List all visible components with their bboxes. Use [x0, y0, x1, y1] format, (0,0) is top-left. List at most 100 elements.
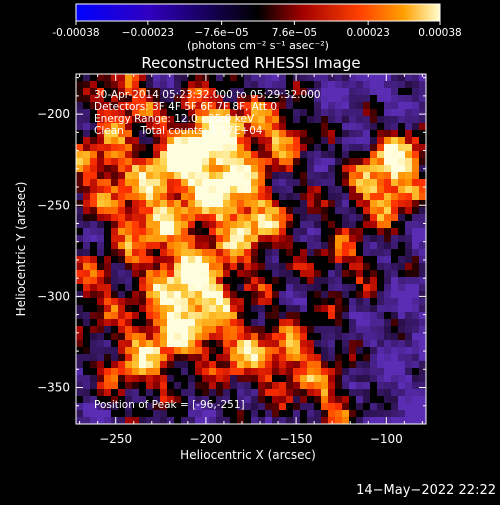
heatmap-cell	[314, 207, 322, 215]
heatmap-cell	[307, 193, 315, 201]
colorbar-tick-label: 0.00023	[346, 27, 389, 39]
heatmap-cell	[384, 123, 392, 131]
heatmap-cell	[391, 123, 399, 131]
heatmap-cell	[328, 81, 336, 89]
heatmap-cell	[125, 319, 133, 327]
heatmap-cell	[216, 249, 224, 257]
heatmap-cell	[111, 221, 119, 229]
heatmap-cell	[258, 144, 266, 152]
heatmap-cell	[153, 284, 161, 292]
heatmap-cell	[76, 165, 84, 173]
heatmap-cell	[202, 333, 210, 341]
heatmap-cell	[237, 221, 245, 229]
heatmap-cell	[356, 403, 364, 411]
heatmap-cell	[342, 123, 350, 131]
heatmap-cell	[104, 291, 112, 299]
heatmap-cell	[293, 256, 301, 264]
heatmap-cell	[328, 361, 336, 369]
heatmap-cell	[405, 375, 413, 383]
heatmap-cell	[335, 305, 343, 313]
heatmap-cell	[97, 242, 105, 250]
heatmap-cell	[314, 319, 322, 327]
heatmap-cell	[125, 151, 133, 159]
heatmap-cell	[202, 130, 210, 138]
heatmap-cell	[419, 361, 426, 369]
heatmap-cell	[251, 354, 259, 362]
heatmap-cell	[419, 382, 426, 390]
heatmap-cell	[146, 277, 154, 285]
heatmap-cell	[216, 214, 224, 222]
heatmap-cell	[83, 382, 91, 390]
heatmap-cell	[321, 305, 329, 313]
heatmap-cell	[391, 130, 399, 138]
heatmap-cell	[377, 368, 385, 376]
heatmap-cell	[146, 284, 154, 292]
heatmap-cell	[125, 256, 133, 264]
heatmap-cell	[97, 256, 105, 264]
heatmap-cell	[398, 242, 406, 250]
heatmap-cell	[146, 109, 154, 117]
heatmap-cell	[279, 382, 287, 390]
heatmap-cell	[146, 95, 154, 103]
heatmap-cell	[202, 291, 210, 299]
heatmap-cell	[307, 165, 315, 173]
heatmap-cell	[272, 214, 280, 222]
heatmap-cell	[125, 235, 133, 243]
heatmap-cell	[384, 130, 392, 138]
heatmap-cell	[279, 340, 287, 348]
heatmap-cell	[132, 312, 140, 320]
heatmap-cell	[412, 340, 420, 348]
heatmap-cell	[83, 214, 91, 222]
heatmap-cell	[349, 186, 357, 194]
heatmap-cell	[216, 277, 224, 285]
heatmap-cell	[167, 235, 175, 243]
heatmap-cell	[174, 130, 182, 138]
heatmap-cell	[286, 333, 294, 341]
heatmap-cell	[398, 116, 406, 124]
heatmap-cell	[307, 144, 315, 152]
heatmap-cell	[405, 326, 413, 334]
heatmap-cell	[307, 200, 315, 208]
heatmap-cell	[293, 333, 301, 341]
heatmap-cell	[363, 263, 371, 271]
heatmap-cell	[97, 354, 105, 362]
heatmap-cell	[412, 249, 420, 257]
heatmap-cell	[370, 165, 378, 173]
heatmap-cell	[195, 172, 203, 180]
heatmap-cell	[258, 151, 266, 159]
heatmap-cell	[335, 242, 343, 250]
heatmap-cell	[97, 361, 105, 369]
heatmap-cell	[90, 151, 98, 159]
heatmap-cell	[125, 214, 133, 222]
heatmap-cell	[216, 242, 224, 250]
heatmap-cell	[370, 228, 378, 236]
heatmap-cell	[286, 249, 294, 257]
heatmap-cell	[377, 235, 385, 243]
heatmap-cell	[328, 333, 336, 341]
heatmap-cell	[174, 102, 182, 110]
heatmap-cell	[307, 130, 315, 138]
heatmap-cell	[174, 277, 182, 285]
heatmap-cell	[146, 116, 154, 124]
heatmap-cell	[209, 228, 217, 236]
heatmap-cell	[97, 172, 105, 180]
heatmap-cell	[412, 361, 420, 369]
heatmap-cell	[384, 207, 392, 215]
heatmap-cell	[335, 361, 343, 369]
heatmap-cell	[76, 410, 84, 418]
heatmap-cell	[188, 158, 196, 166]
heatmap-cell	[97, 333, 105, 341]
heatmap-cell	[370, 270, 378, 278]
heatmap-cell	[195, 228, 203, 236]
heatmap-cell	[384, 158, 392, 166]
heatmap-cell	[90, 340, 98, 348]
heatmap-cell	[209, 165, 217, 173]
heatmap-cell	[412, 333, 420, 341]
heatmap-cell	[370, 186, 378, 194]
heatmap-cell	[321, 375, 329, 383]
colorbar-tick-label: 0.00038	[418, 27, 461, 39]
heatmap-cell	[335, 298, 343, 306]
heatmap-cell	[139, 151, 147, 159]
heatmap-cell	[307, 256, 315, 264]
heatmap-cell	[370, 326, 378, 334]
